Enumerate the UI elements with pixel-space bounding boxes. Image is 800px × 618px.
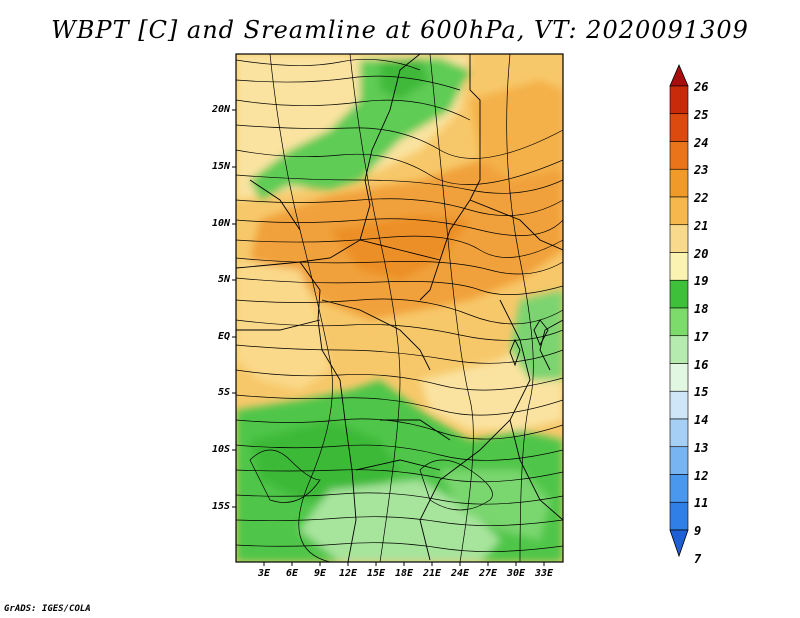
colorbar-label: 16	[694, 357, 709, 372]
colorbar-cell	[669, 418, 689, 448]
colorbar-label: 9	[694, 524, 702, 538]
lat-label-5s: 5S	[217, 387, 230, 398]
lon-label-15e: 15E	[366, 568, 386, 579]
colorbar-label: 23	[694, 163, 709, 178]
lat-label-15n: 15N	[211, 161, 230, 172]
lat-label-5n: 5N	[217, 274, 230, 285]
colorbar-label: 21	[694, 218, 709, 233]
streamlines	[236, 54, 563, 562]
colorbar-cell	[669, 335, 689, 364]
colorbar-cell	[669, 446, 689, 475]
colorbar-label: 17	[694, 329, 709, 344]
lon-label-6e: 6E	[285, 568, 299, 579]
colorbar-label: 7	[694, 551, 702, 566]
colorbar-label: 19	[694, 274, 709, 289]
lon-label-21e: 21E	[422, 568, 442, 579]
colorbar-label: 24	[694, 135, 709, 150]
colorbar-label: 11	[694, 496, 709, 511]
lon-label-3e: 3E	[257, 568, 271, 579]
axis-ticks	[232, 109, 545, 566]
lon-label-33e: 33E	[534, 568, 554, 579]
colorbar-label: 25	[694, 107, 709, 122]
lon-label-24e: 24E	[450, 568, 470, 579]
colorbar-cell	[669, 224, 689, 253]
colorbar-cell	[669, 279, 689, 309]
country-borders	[236, 54, 563, 562]
colorbar-label: 18	[694, 302, 709, 316]
colorbar-label: 14	[694, 413, 709, 427]
colorbar-cell	[669, 390, 689, 420]
colorbar-cell	[669, 363, 689, 392]
colorbar-cell	[669, 196, 689, 226]
colorbar-label: 13	[694, 440, 709, 455]
colorbar-bottom-arrow	[669, 529, 689, 558]
lon-label-30e: 30E	[506, 568, 526, 579]
colorbar-label: 22	[694, 191, 709, 205]
lon-label-12e: 12E	[338, 568, 358, 579]
lat-label-10s: 10S	[211, 444, 230, 455]
colorbar-label: 20	[694, 246, 709, 261]
map-frame	[235, 53, 564, 563]
colorbar-label: 12	[694, 468, 709, 483]
colorbar-cell	[669, 307, 689, 337]
colorbar-cell	[669, 113, 689, 142]
wbpt-field	[236, 54, 563, 562]
lon-label-9e: 9E	[313, 568, 327, 579]
lon-label-27e: 27E	[478, 568, 498, 579]
lon-label-18e: 18E	[394, 568, 414, 579]
colorbar-cell	[669, 252, 689, 281]
colorbar-top-arrow	[669, 63, 689, 87]
lat-label-15s: 15S	[211, 501, 230, 512]
colorbar-label: 15	[694, 385, 709, 400]
grads-credit: GrADS: IGES/COLA	[4, 604, 91, 614]
colorbar-cell	[669, 474, 689, 503]
lat-label-10n: 10N	[211, 218, 230, 229]
colorbar-label: 26	[694, 80, 709, 94]
colorbar-cell	[669, 141, 689, 170]
chart-title: WBPT [C] and Sreamline at 600hPa, VT: 20…	[51, 16, 749, 44]
colorbar-cell	[669, 501, 689, 531]
colorbar-cell	[669, 85, 689, 115]
colorbar	[669, 63, 689, 558]
lat-label-20n: 20N	[211, 104, 230, 115]
lat-label-eq: EQ	[217, 331, 230, 342]
colorbar-cell	[669, 168, 689, 198]
